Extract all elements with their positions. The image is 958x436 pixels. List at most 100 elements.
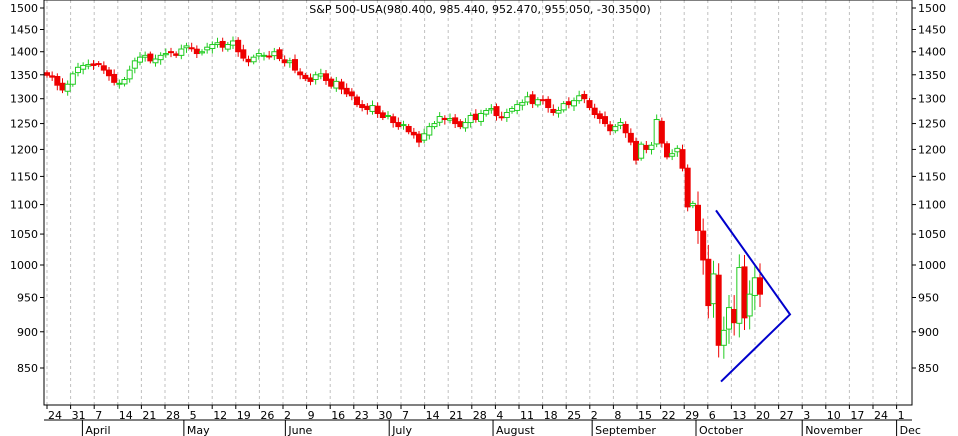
candle xyxy=(421,128,428,144)
candle xyxy=(131,57,138,74)
y-tick-label-left: 900 xyxy=(17,326,38,339)
triangle-trendline xyxy=(715,209,792,383)
y-tick-label-right: 1350 xyxy=(918,69,946,82)
x-tick-label: 7 xyxy=(95,409,102,422)
candle xyxy=(178,44,185,60)
candle xyxy=(111,69,118,86)
candle xyxy=(64,80,71,96)
candle xyxy=(545,96,552,113)
x-axis: 24 31 7 14 21 28 5 12 19 26 2 9 16 23 30 7 14 21 28 4 11 18 25… xyxy=(44,405,921,436)
y-tick-label-left: 1350 xyxy=(10,69,38,82)
candle xyxy=(390,113,397,128)
candle xyxy=(658,117,665,148)
candle xyxy=(250,54,257,65)
x-tick-label: 15 xyxy=(638,409,652,422)
y-tick-label-right: 1150 xyxy=(918,170,946,183)
candle xyxy=(80,62,87,75)
x-tick-label: 22 xyxy=(662,409,676,422)
x-tick-label: 28 xyxy=(166,409,180,422)
x-tick-label: 28 xyxy=(473,409,487,422)
candle xyxy=(669,149,676,161)
candle xyxy=(700,218,707,275)
x-tick-label: 21 xyxy=(449,409,463,422)
x-tick-label: 12 xyxy=(213,409,227,422)
candle xyxy=(255,49,262,60)
candle xyxy=(95,61,102,68)
x-tick-label: 31 xyxy=(72,409,86,422)
candle xyxy=(483,107,490,117)
candle xyxy=(519,99,526,111)
candle xyxy=(152,54,159,67)
x-tick-label: 11 xyxy=(520,409,534,422)
candle xyxy=(235,37,242,57)
y-tick-label-right: 1200 xyxy=(918,143,946,156)
y-tick-label-right: 850 xyxy=(918,362,939,375)
candle xyxy=(354,94,360,108)
candle xyxy=(741,254,748,330)
x-tick-label: 14 xyxy=(426,409,440,422)
y-tick-label-right: 900 xyxy=(918,326,939,339)
candle xyxy=(503,108,510,122)
candle xyxy=(338,78,345,95)
x-tick-label: 9 xyxy=(308,409,315,422)
x-tick-label: 29 xyxy=(685,409,699,422)
month-label: August xyxy=(496,424,535,436)
candle xyxy=(137,52,143,66)
candle xyxy=(462,118,469,132)
y-tick-label-left: 850 xyxy=(17,362,38,375)
x-tick-label: 2 xyxy=(284,409,291,422)
candle xyxy=(571,97,577,111)
x-tick-label: 23 xyxy=(355,409,369,422)
candle xyxy=(209,41,216,54)
candle xyxy=(638,141,645,161)
x-tick-label: 14 xyxy=(119,409,133,422)
month-label: Dec xyxy=(900,424,921,436)
candle xyxy=(400,120,407,130)
y-tick-label-left: 1450 xyxy=(10,23,38,36)
x-tick-label: 19 xyxy=(237,409,251,422)
candle xyxy=(695,191,701,244)
candle xyxy=(478,109,484,126)
y-tick-label-right: 1250 xyxy=(918,118,946,131)
x-tick-label: 1 xyxy=(898,409,905,422)
y-tick-label-right: 950 xyxy=(918,292,939,305)
candle xyxy=(312,71,319,85)
candle xyxy=(75,62,81,77)
x-tick-label: 4 xyxy=(496,409,503,422)
x-tick-label: 20 xyxy=(756,409,770,422)
triangle-line xyxy=(715,209,792,383)
candle xyxy=(664,141,670,160)
x-tick-label: 24 xyxy=(874,409,888,422)
candle xyxy=(689,200,696,209)
y-tick-label-left: 1300 xyxy=(10,93,38,106)
candle xyxy=(126,65,133,83)
candle xyxy=(715,263,722,358)
candle xyxy=(591,103,598,119)
candle xyxy=(653,114,660,148)
candle xyxy=(323,70,329,85)
x-tick-label: 18 xyxy=(544,409,558,422)
x-tick-label: 13 xyxy=(732,409,746,422)
month-label: June xyxy=(287,424,312,436)
candle xyxy=(452,114,459,129)
y-tick-label-right: 1450 xyxy=(918,23,946,36)
candle xyxy=(374,102,381,118)
candle xyxy=(720,316,727,359)
candle xyxy=(183,42,190,53)
candle xyxy=(224,41,231,52)
month-label: July xyxy=(391,424,412,436)
candle xyxy=(746,280,753,330)
y-tick-label-left: 1250 xyxy=(10,118,38,131)
candle xyxy=(147,51,154,64)
x-tick-label: 2 xyxy=(591,409,598,422)
y-tick-label-left: 1150 xyxy=(10,170,38,183)
month-label: September xyxy=(595,424,656,436)
candle xyxy=(266,50,273,60)
x-tick-label: 6 xyxy=(709,409,716,422)
x-tick-label: 10 xyxy=(827,409,841,422)
chart-title: S&P 500-USA(980.400, 985.440, 952.470, 9… xyxy=(309,3,650,16)
candle xyxy=(612,124,619,134)
x-tick-label: 17 xyxy=(850,409,864,422)
